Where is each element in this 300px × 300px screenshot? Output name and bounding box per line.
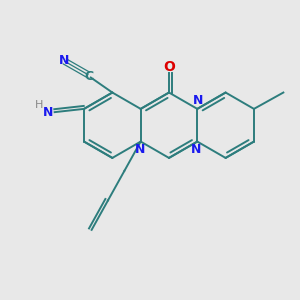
- Text: C: C: [84, 70, 93, 83]
- Text: N: N: [43, 106, 53, 119]
- Text: N: N: [193, 94, 203, 107]
- Text: N: N: [191, 143, 202, 156]
- Text: N: N: [134, 143, 145, 156]
- Text: H: H: [34, 100, 43, 110]
- Text: O: O: [163, 60, 175, 74]
- Text: N: N: [59, 54, 69, 67]
